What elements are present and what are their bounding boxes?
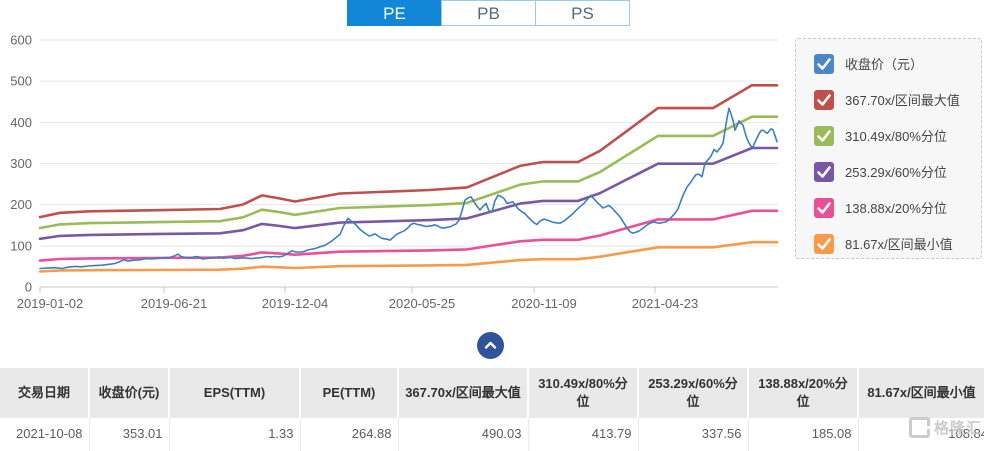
y-axis-label: 400 (10, 115, 32, 130)
checkbox-checked-icon[interactable] (814, 89, 834, 110)
tab-ps[interactable]: PS (535, 0, 630, 26)
table-header-cell: EPS(TTM) (168, 368, 300, 418)
checkbox-checked-icon[interactable] (814, 53, 834, 74)
table-header-row: 交易日期 收盘价(元) EPS(TTM) PE(TTM) 367.70x/区间最大值 31… (0, 368, 984, 418)
legend-label: 138.88x/20%分位 (845, 201, 947, 216)
table-cell: 413.79 (527, 418, 638, 451)
table-header-cell: 交易日期 (0, 368, 89, 418)
y-axis-label: 100 (10, 238, 32, 253)
table-header-cell: 81.67x/区间最小值 (857, 368, 984, 418)
table-header-cell: 310.49x/80%分位 (527, 368, 638, 418)
legend-label: 310.49x/80%分位 (845, 129, 947, 144)
table-cell: 353.01 (88, 418, 169, 451)
series-line (38, 115, 779, 230)
checkbox-checked-icon[interactable] (814, 197, 834, 218)
tab-pe[interactable]: PE (347, 0, 442, 26)
legend-item[interactable]: 138.88x/20%分位 (814, 197, 981, 218)
table-cell: 1.33 (168, 418, 300, 451)
table-cell: 185.08 (747, 418, 858, 451)
y-axis-label: 200 (10, 197, 32, 212)
table-cell: 108.84 (857, 418, 984, 451)
legend-item[interactable]: 81.67x/区间最小值 (814, 233, 981, 254)
y-axis-label: 600 (10, 33, 32, 48)
checkbox-checked-icon[interactable] (814, 125, 834, 146)
x-axis-label: 2021-04-23 (632, 296, 699, 311)
y-axis-label: 500 (10, 74, 32, 89)
legend-label: 收盘价（元） (845, 57, 924, 72)
chevron-up-icon (484, 341, 497, 349)
valuation-table: 交易日期 收盘价(元) EPS(TTM) PE(TTM) 367.70x/区间最大值 31… (0, 368, 984, 451)
series-line (38, 84, 779, 219)
checkbox-checked-icon[interactable] (814, 161, 834, 182)
table-header-cell: 138.88x/20%分位 (747, 368, 858, 418)
legend-item[interactable]: 253.29x/60%分位 (814, 161, 981, 182)
x-axis-label: 2020-11-09 (511, 296, 577, 311)
legend-label: 81.67x/区间最小值 (845, 237, 953, 252)
series-line (38, 146, 779, 241)
table-cell: 264.88 (299, 418, 398, 451)
table-header-cell: PE(TTM) (299, 368, 398, 418)
table-header-cell: 253.29x/60%分位 (637, 368, 748, 418)
x-axis-label: 2019-06-21 (141, 296, 208, 311)
series-line (38, 240, 779, 273)
table-header-cell: 367.70x/区间最大值 (397, 368, 528, 418)
x-axis-label: 2020-05-25 (389, 296, 456, 311)
table-cell: 490.03 (397, 418, 528, 451)
legend-label: 253.29x/60%分位 (845, 165, 947, 180)
table-row: 2021-10-08 353.01 1.33 264.88 490.03 413.79 33… (0, 418, 984, 451)
valuation-tabs: PE PB PS (347, 0, 630, 26)
table-header-cell: 收盘价(元) (88, 368, 169, 418)
series-line (38, 209, 779, 262)
chart-legend: 收盘价（元） 367.70x/区间最大值 310.49x/80%分位 253.29x/… (795, 38, 982, 259)
y-axis-label: 300 (10, 156, 32, 171)
table-cell: 2021-10-08 (0, 418, 89, 451)
legend-item[interactable]: 收盘价（元） (814, 53, 981, 74)
checkbox-checked-icon[interactable] (814, 233, 834, 254)
tab-pb[interactable]: PB (441, 0, 536, 26)
legend-item[interactable]: 367.70x/区间最大值 (814, 89, 981, 110)
legend-label: 367.70x/区间最大值 (845, 93, 960, 108)
x-axis-label: 2019-01-02 (17, 296, 84, 311)
legend-item[interactable]: 310.49x/80%分位 (814, 125, 981, 146)
y-axis-label: 0 (25, 280, 32, 295)
table-cell: 337.56 (637, 418, 748, 451)
x-axis-label: 2019-12-04 (262, 296, 329, 311)
collapse-chart-button[interactable] (477, 332, 504, 359)
pe-band-chart: 0 100 200 300 400 500 600 2019-01-02 2019-06-21 2… (10, 33, 779, 311)
series-line (39, 107, 778, 270)
